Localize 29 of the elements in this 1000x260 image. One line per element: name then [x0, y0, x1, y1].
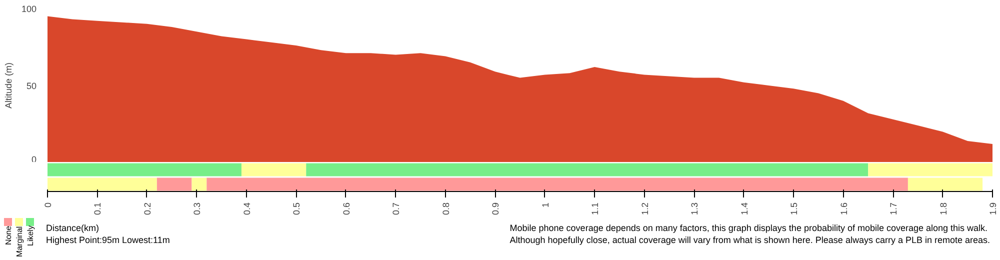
x-tick-label: 1 [540, 202, 550, 208]
x-tick-label: 1.9 [988, 202, 998, 216]
y-tick-label: 100 [21, 4, 37, 14]
x-tick-label: 0.7 [391, 202, 402, 216]
text: Marginal [15, 226, 24, 258]
x-tick-label: 0.1 [92, 202, 103, 216]
x-tick-label: 0.3 [192, 202, 202, 216]
x-axis-title: Distance(km) [46, 222, 100, 235]
x-tick-label: 1.3 [690, 202, 700, 216]
x-tick-label: 1.7 [888, 202, 899, 216]
x-tick-label: 0 [43, 202, 53, 208]
x-tick-label: 1.1 [590, 202, 600, 216]
x-tick-label: 1.8 [938, 202, 948, 216]
y-tick-label: 50 [26, 81, 37, 91]
x-tick-label: 0.2 [142, 202, 152, 216]
x-tick-label: 0.6 [341, 202, 352, 216]
text: Highest Point:95m Lowest:11m [46, 234, 170, 247]
x-tick-label: 0.9 [490, 202, 501, 216]
x-tick-label: 0.4 [242, 202, 252, 216]
x-tick-label: 1.4 [739, 202, 750, 216]
x-tick-label: 0.5 [292, 202, 302, 216]
text: Mobile phone coverage depends on many factors, this graph displays the probability of mobile coverage along this walk. Although hopefully close, actual coverage will vary from what is shown here. Please always carry a PLB in remote areas. [510, 222, 990, 246]
text: Likely [26, 226, 35, 248]
x-tick-label: 1.5 [789, 202, 800, 216]
x-tick-label: 1.2 [640, 202, 650, 216]
x-tick-label: 1.6 [838, 202, 849, 216]
text: None [4, 226, 13, 248]
y-axis-title: Altitude (m) [3, 62, 14, 109]
x-tick-label: 0.8 [440, 202, 451, 216]
